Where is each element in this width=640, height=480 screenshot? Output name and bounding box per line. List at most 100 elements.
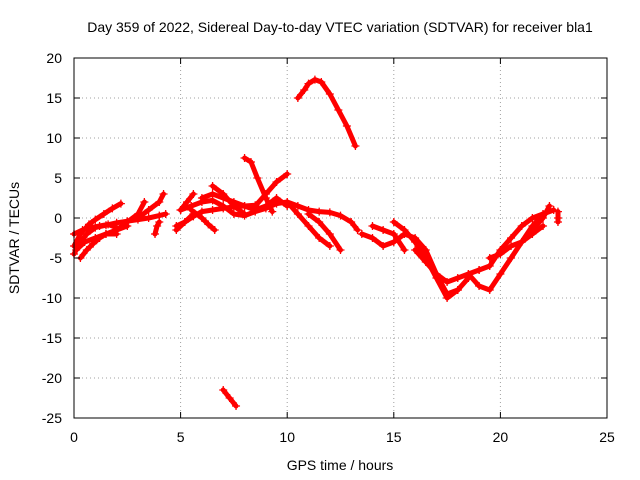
data-point xyxy=(240,154,249,162)
y-tick-label: -25 xyxy=(42,410,62,426)
data-point xyxy=(108,204,117,213)
y-tick-label: -20 xyxy=(42,370,62,386)
data-point xyxy=(210,226,219,234)
series-track xyxy=(114,199,147,233)
data-point xyxy=(336,211,345,220)
y-tick-label: 20 xyxy=(46,50,62,66)
series-track xyxy=(210,183,248,217)
data-point xyxy=(325,242,334,250)
data-point xyxy=(155,198,164,206)
series-arc-2 xyxy=(70,199,125,250)
data-point xyxy=(116,199,125,208)
data-point xyxy=(528,226,537,234)
series-track xyxy=(135,191,166,221)
data-point xyxy=(99,210,108,218)
series-arc-7 xyxy=(133,190,168,222)
data-point xyxy=(189,210,198,218)
data-point xyxy=(80,238,89,246)
series-arc-8 xyxy=(151,218,164,238)
data-point xyxy=(176,206,185,214)
data-point xyxy=(464,270,473,278)
data-point xyxy=(104,220,113,229)
data-point xyxy=(189,190,198,198)
data-point xyxy=(87,223,96,232)
data-point xyxy=(485,286,494,294)
data-point xyxy=(507,242,516,250)
data-point xyxy=(304,222,313,230)
data-point xyxy=(229,210,238,218)
data-point xyxy=(219,386,228,394)
data-point xyxy=(400,226,409,234)
data-tracks xyxy=(70,75,562,410)
data-point xyxy=(351,142,360,150)
series-track xyxy=(487,223,546,261)
data-point xyxy=(507,254,516,262)
data-point xyxy=(219,202,228,210)
data-point xyxy=(182,198,191,206)
data-point xyxy=(272,194,281,202)
y-tick-label: -10 xyxy=(42,290,62,306)
data-point xyxy=(82,246,91,254)
data-point xyxy=(453,274,462,282)
data-point xyxy=(368,222,377,230)
chart-title: Day 359 of 2022, Sidereal Day-to-day VTE… xyxy=(87,19,593,35)
data-point xyxy=(197,214,206,222)
data-point xyxy=(485,262,494,270)
data-point xyxy=(496,250,505,258)
y-axis-label: SDTVAR / TECUs xyxy=(6,182,22,294)
data-point xyxy=(208,182,217,190)
data-point xyxy=(485,254,494,262)
data-point xyxy=(421,258,430,266)
data-point xyxy=(353,226,362,234)
data-point xyxy=(144,214,153,222)
data-point xyxy=(389,230,398,238)
y-tick-label: 10 xyxy=(46,130,62,146)
data-point xyxy=(197,194,206,202)
data-point xyxy=(379,242,388,250)
data-point xyxy=(101,230,110,238)
data-point xyxy=(251,202,260,210)
data-point xyxy=(208,190,217,198)
data-point xyxy=(507,234,516,242)
data-point xyxy=(336,246,345,254)
series-arc-18 xyxy=(283,198,334,250)
data-point xyxy=(144,206,153,214)
data-point xyxy=(180,218,189,226)
y-tick-label: 5 xyxy=(54,170,62,186)
data-point xyxy=(155,218,164,226)
series-arc-17 xyxy=(251,170,292,210)
grid xyxy=(74,58,607,418)
data-point xyxy=(432,270,441,278)
data-point xyxy=(272,178,281,186)
data-point xyxy=(310,75,319,84)
data-point xyxy=(400,246,409,254)
data-point xyxy=(411,238,420,246)
data-point xyxy=(368,234,377,242)
data-point xyxy=(283,198,292,206)
data-point xyxy=(325,208,334,217)
data-point xyxy=(208,206,217,214)
data-point xyxy=(112,226,121,234)
axes: 0 5 10 15 20 25 20 15 10 5 0 -5 -10 -15 -20 -25 xyxy=(42,50,615,445)
data-point xyxy=(293,210,302,218)
data-point xyxy=(204,220,213,229)
data-point xyxy=(225,394,234,402)
series-track xyxy=(252,171,290,209)
data-point xyxy=(300,86,309,94)
x-tick-label: 20 xyxy=(493,429,509,445)
y-tick-label: 0 xyxy=(54,210,62,226)
data-point xyxy=(475,266,484,274)
data-point xyxy=(379,226,388,234)
data-point xyxy=(317,78,326,86)
data-point xyxy=(475,282,484,290)
data-point xyxy=(240,202,249,210)
data-point xyxy=(347,218,356,226)
series-arc-28 xyxy=(485,222,548,262)
data-point xyxy=(240,210,249,218)
data-point xyxy=(293,94,302,102)
series-arc-27 xyxy=(475,210,548,274)
data-point xyxy=(140,198,149,206)
y-tick-label: 15 xyxy=(46,90,62,106)
data-point xyxy=(246,158,255,166)
